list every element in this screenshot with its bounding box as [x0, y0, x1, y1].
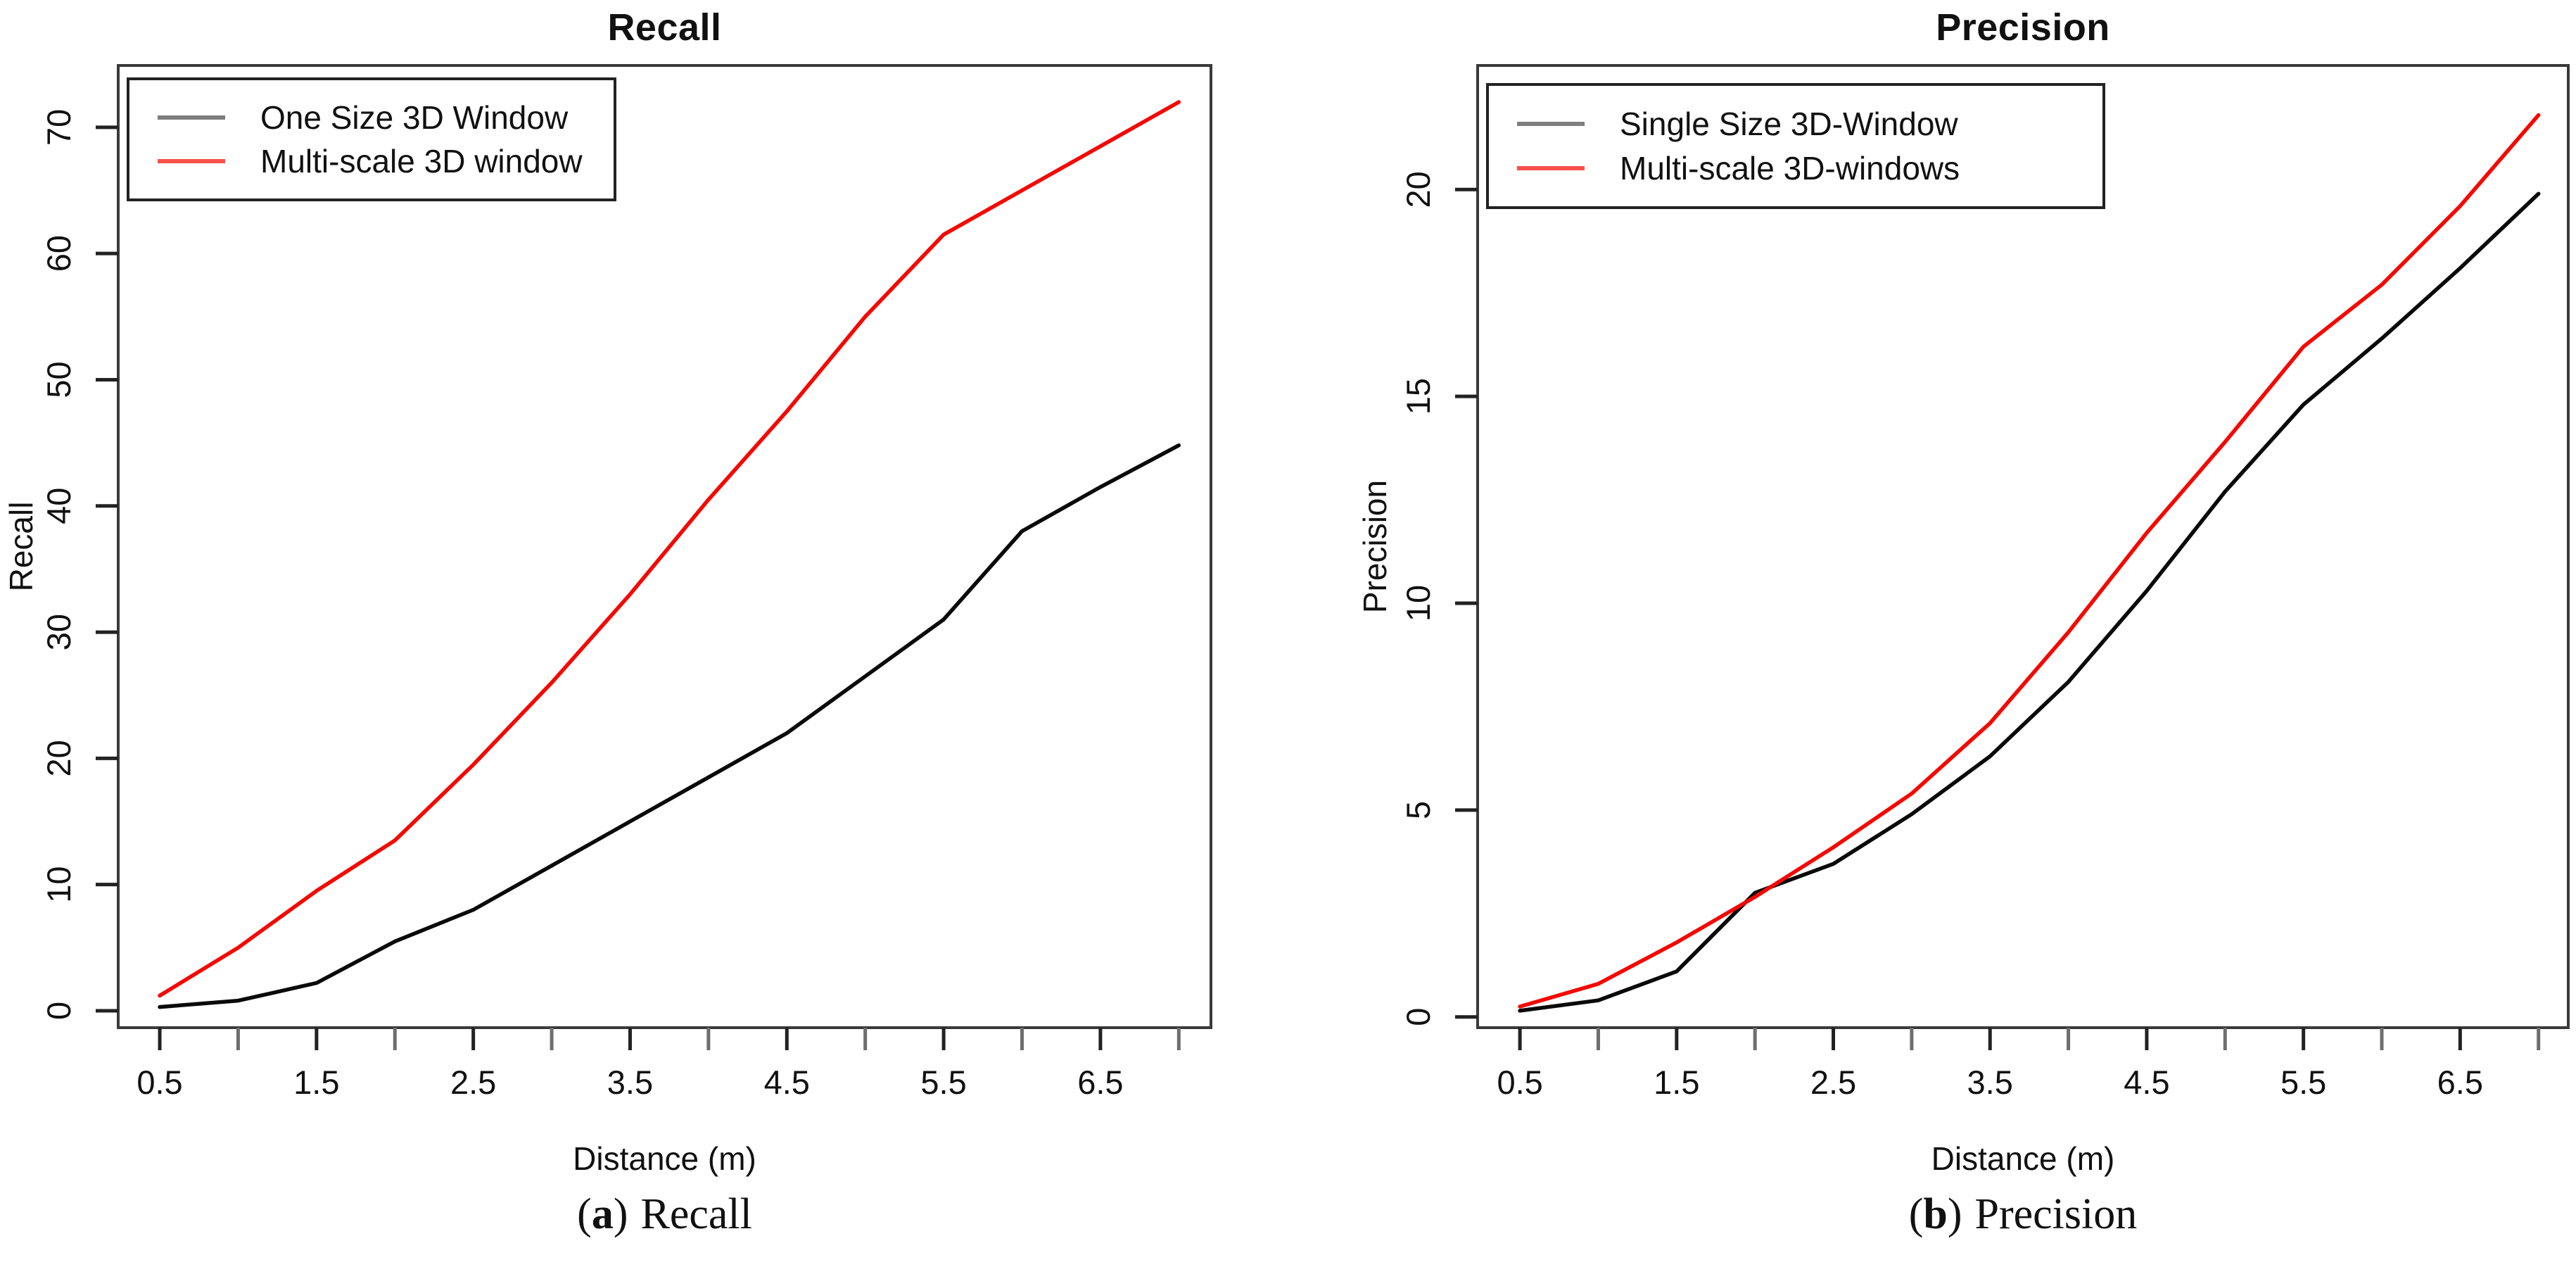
x-tick-label: 5.5 [2280, 1064, 2326, 1101]
y-tick-label: 20 [1400, 171, 1437, 208]
x-tick-label: 5.5 [920, 1064, 966, 1101]
caption-precision: (b) Precision [1908, 1190, 2138, 1238]
y-tick-label: 10 [1400, 585, 1437, 622]
x-tick-label: 6.5 [2437, 1064, 2483, 1101]
x-tick-label: 0.5 [137, 1064, 182, 1101]
legend-item-label: Multi-scale 3D-windows [1620, 150, 1960, 187]
x-tick-label: 1.5 [293, 1064, 339, 1101]
recall-line-chart: 0.5 1.5 2.5 3.5 4.5 5.5 6.5 0 10 20 30 40 50 60 70 Reca… [3, 64, 1212, 1177]
y-tick-label: 0 [40, 1002, 77, 1020]
series-line-one-size-3d-window [158, 443, 1181, 1009]
x-tick-label: 2.5 [450, 1064, 496, 1101]
plot-border [1476, 64, 2570, 1029]
y-axis-title: Precision [1357, 480, 1393, 613]
y-tick-label: 40 [40, 488, 77, 524]
series-line-single-size-3d-window [1518, 191, 2541, 1013]
legend-item-label: Single Size 3D-Window [1620, 106, 1958, 142]
y-tick-label: 0 [1400, 1008, 1437, 1026]
recall-chart-title: Recall [607, 6, 722, 49]
x-tick-label: 2.5 [1810, 1064, 1856, 1101]
legend-item-label: One Size 3D Window [260, 99, 569, 136]
x-tick-label: 4.5 [2124, 1064, 2169, 1101]
y-tick-label: 30 [40, 614, 77, 650]
y-tick-label: 10 [40, 866, 77, 903]
legend-item-label: Multi-scale 3D window [260, 143, 583, 179]
precision-line-chart: 0.5 1.5 2.5 3.5 4.5 5.5 6.5 0 5 10 15 20 Precision Di… [1357, 64, 2570, 1177]
x-tick-label: 4.5 [764, 1064, 810, 1101]
x-tick-label: 3.5 [1967, 1064, 2013, 1101]
legend-box [1486, 83, 2105, 209]
x-axis-title: Distance (m) [1931, 1140, 2115, 1177]
series-line-multi-scale-3d-windows [1518, 113, 2541, 1009]
x-tick-label: 3.5 [607, 1064, 653, 1101]
precision-chart-title: Precision [1936, 6, 2110, 49]
y-tick-label: 5 [1400, 801, 1437, 819]
plot-border [117, 64, 1212, 1029]
y-tick-label: 50 [40, 361, 77, 398]
y-tick-label: 70 [40, 109, 77, 146]
x-tick-label: 6.5 [1077, 1064, 1123, 1101]
legend-box [127, 77, 616, 201]
y-axis-title: Recall [3, 502, 39, 592]
x-tick-label: 1.5 [1654, 1064, 1699, 1101]
series-line-multi-scale-3d-window [158, 100, 1181, 998]
caption-recall: (a) Recall [577, 1190, 752, 1238]
y-tick-label: 20 [40, 740, 77, 776]
y-tick-label: 60 [40, 235, 77, 272]
x-tick-label: 0.5 [1497, 1064, 1542, 1101]
x-axis-title: Distance (m) [573, 1140, 756, 1177]
y-tick-label: 15 [1400, 378, 1437, 415]
